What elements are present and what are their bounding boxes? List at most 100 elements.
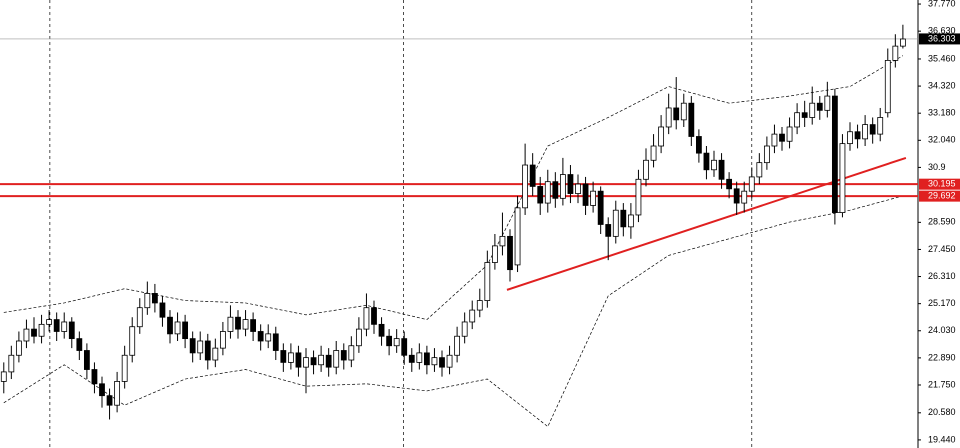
candle-body [287,352,294,363]
candle-body [235,316,241,330]
level-label: 29.692 [928,191,956,201]
candle-body [718,159,725,180]
candle-body [794,112,801,128]
candle-body [197,340,204,354]
candle-body [76,338,83,351]
candle-body [582,183,589,206]
candle-body [363,307,370,330]
y-tick-label: 25.170 [928,298,956,308]
candle-body [537,186,544,204]
y-tick-label: 32.040 [928,135,956,145]
candle-body [31,328,37,337]
candle-body [348,345,355,361]
candle-body [272,333,279,351]
candle-body [899,38,906,47]
candle-body [106,395,113,406]
candle-body [53,319,60,332]
candle-body [650,145,657,161]
y-tick-label: 33.180 [928,108,956,118]
y-tick-label: 35.460 [928,53,956,63]
candle-body [371,307,377,325]
candle-body [726,178,733,190]
candle-body [159,302,166,318]
candle-body [439,357,445,368]
candle-body [325,354,332,368]
candle-body [658,126,665,147]
candle-body [469,309,476,323]
candle-body [189,338,196,354]
candle-body [514,207,521,266]
candle-body [23,328,30,342]
candle-body [144,293,151,309]
candle-body [431,357,438,366]
candle-body [748,176,755,192]
y-tick-label: 26.310 [928,271,956,281]
current-price-label: 36.303 [928,33,956,43]
candle-body [627,214,634,228]
candle-body [695,136,702,154]
candle-body [310,357,317,366]
candle-body [544,181,551,204]
candle-body [121,354,128,382]
candle-body [877,117,884,135]
candle-body [635,178,642,216]
candle-body [423,352,430,366]
candle-body [38,323,45,337]
y-tick-label: 28.590 [928,217,956,227]
candle-body [643,159,649,180]
candle-body [839,143,846,213]
y-tick-label: 34.320 [928,80,956,90]
candle-body [174,321,181,335]
y-tick-label: 27.450 [928,244,956,254]
level-label: 30.195 [928,179,956,189]
candle-body [711,159,717,171]
candle-body [8,354,15,373]
candle-body [212,347,219,361]
candle-body [786,126,793,142]
y-tick-label: 24.030 [928,325,956,335]
candle-body [227,316,234,332]
candle-body [824,95,831,111]
candle-body [605,224,612,237]
candle-body [393,338,400,347]
candle-body [446,354,453,368]
candle-body [454,335,461,356]
trendline [506,156,907,291]
candle-body [114,381,121,406]
candle-body [295,352,302,368]
candle-body [219,331,226,349]
y-tick-label: 36.630 [928,26,956,36]
candle-body [250,319,257,332]
candle-body [688,102,695,137]
candle-body [869,124,876,135]
level-label-box [919,178,960,190]
candle-body [847,131,853,145]
candle-body [499,235,506,247]
candle-body [461,321,468,337]
candle-body [522,164,529,209]
candle-body [741,190,748,204]
candle-body [733,188,740,204]
candle-body [83,350,90,370]
candle-body [854,131,861,140]
candle-body [151,293,158,304]
candle-body [129,326,136,356]
candle-body [340,350,347,361]
candle-body [318,354,325,366]
candle-body [567,174,574,194]
candle-body [204,340,211,361]
candle-body [673,107,680,121]
candle-body [265,333,272,342]
candle-body [408,354,415,363]
candle-body [257,331,264,342]
candle-body [597,190,604,225]
bollinger-band [3,55,904,320]
candle-body [680,102,687,121]
candle-body [416,352,423,363]
candle-body [61,321,68,332]
candle-body [552,181,559,199]
y-tick-label: 20.580 [928,407,956,417]
y-tick-label: 37.770 [928,0,956,8]
